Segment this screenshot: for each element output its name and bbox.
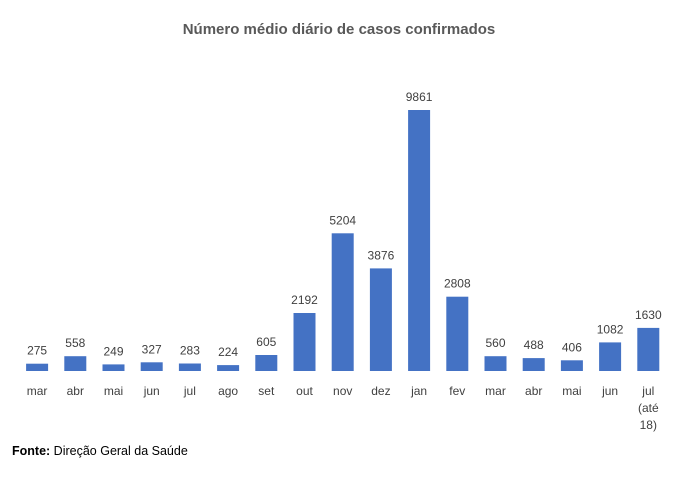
bar-11 <box>446 296 469 371</box>
bar-15 <box>599 342 622 371</box>
value-label-7: 2192 <box>291 293 318 307</box>
bar-14 <box>560 360 583 371</box>
x-tick-label-3: jun <box>143 384 160 398</box>
x-tick-label-15: jun <box>601 384 618 398</box>
bar-12 <box>484 356 507 371</box>
value-label-3: 327 <box>142 342 162 356</box>
x-tick-label-5: ago <box>218 384 238 398</box>
source-label: Fonte: <box>12 444 51 458</box>
x-tick-label-16: jul (até 18) <box>638 384 659 432</box>
x-tick-label-11: fev <box>449 384 465 398</box>
bar-2 <box>102 364 125 371</box>
x-tick-label-14: mai <box>562 384 581 398</box>
value-label-10: 9861 <box>406 90 433 104</box>
bar-1 <box>64 356 87 371</box>
value-label-11: 2808 <box>444 277 471 291</box>
value-label-6: 605 <box>256 335 276 349</box>
x-tick-label-9: dez <box>371 384 390 398</box>
value-label-12: 560 <box>485 336 505 350</box>
bar-4 <box>178 363 201 371</box>
bar-10 <box>408 110 431 371</box>
bars-layer <box>26 110 660 371</box>
value-label-8: 5204 <box>329 213 356 227</box>
chart-title: Número médio diário de casos confirmados <box>183 21 496 38</box>
value-label-4: 283 <box>180 344 200 358</box>
bar-16 <box>637 327 660 371</box>
value-label-15: 1082 <box>597 322 624 336</box>
value-label-14: 406 <box>562 340 582 354</box>
value-label-5: 224 <box>218 345 238 359</box>
source-note: Fonte: Direção Geral da Saúde <box>12 444 188 458</box>
x-tick-label-4: jul <box>183 384 196 398</box>
value-label-16: 1630 <box>635 308 662 322</box>
x-tick-label-6: set <box>258 384 275 398</box>
value-label-1: 558 <box>65 336 85 350</box>
value-label-2: 249 <box>103 344 123 358</box>
bar-13 <box>522 358 545 371</box>
value-labels-layer: 275 558 249 327 283 224 605 2192 5204 3876 9861 280… <box>27 90 662 359</box>
x-tick-label-7: out <box>296 384 313 398</box>
value-label-9: 3876 <box>368 248 395 262</box>
bar-3 <box>140 362 163 371</box>
x-axis-ticks-layer: mar abr mai jun jul ago set out nov dez jan fev mar a… <box>27 384 659 432</box>
value-label-0: 275 <box>27 344 47 358</box>
source-text: Direção Geral da Saúde <box>53 444 188 458</box>
x-tick-label-10: jan <box>410 384 427 398</box>
x-tick-label-1: abr <box>67 384 84 398</box>
x-tick-label-12: mar <box>485 384 506 398</box>
bar-7 <box>293 313 316 371</box>
bar-6 <box>255 355 278 371</box>
bar-0 <box>26 363 49 371</box>
bar-8 <box>331 233 354 371</box>
x-tick-label-0: mar <box>27 384 48 398</box>
x-tick-label-2: mai <box>104 384 123 398</box>
bar-9 <box>369 268 392 371</box>
bar-5 <box>217 365 240 371</box>
x-tick-label-8: nov <box>333 384 352 398</box>
value-label-13: 488 <box>524 338 544 352</box>
x-tick-label-13: abr <box>525 384 542 398</box>
